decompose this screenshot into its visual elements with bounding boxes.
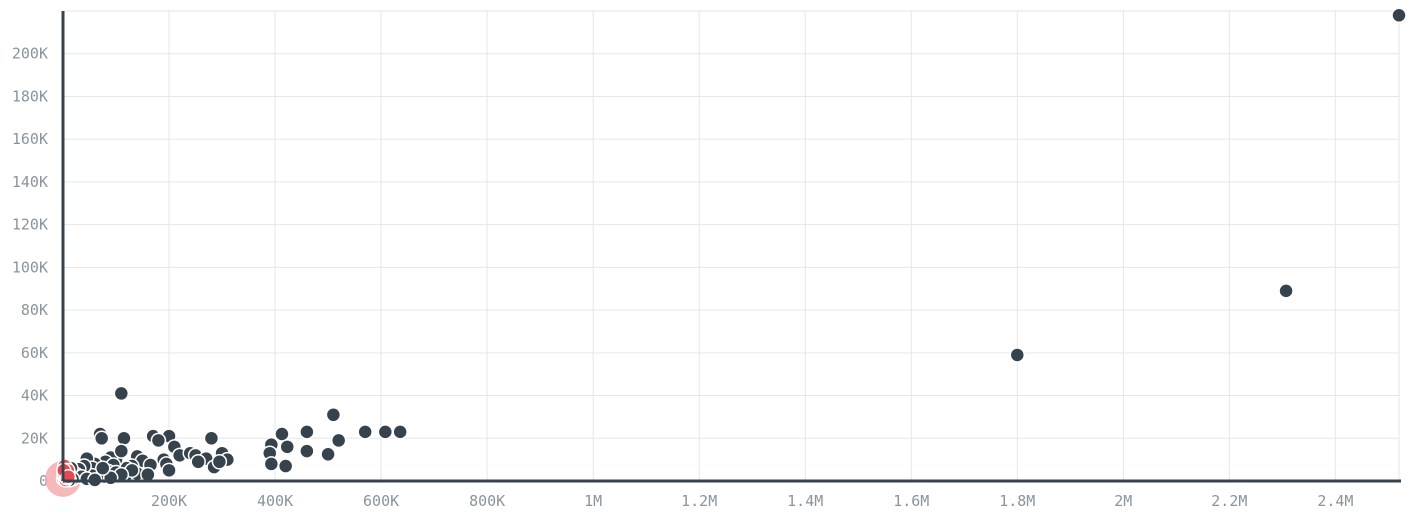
data-point[interactable] [211,454,228,470]
x-tick-label: 200K [151,492,187,510]
x-tick-label: 2.4M [1317,492,1353,510]
data-point[interactable] [1278,283,1294,299]
x-tick-label: 1.2M [681,492,717,510]
y-tick-label: 120K [12,216,48,234]
x-tick-label: 2.2M [1211,492,1247,510]
data-point[interactable] [277,458,294,474]
y-tick-label: 180K [12,87,48,105]
y-tick-label: 60K [21,344,48,362]
data-point[interactable] [1009,347,1026,363]
data-point[interactable] [95,460,111,476]
y-tick-label: 100K [12,258,48,276]
x-tick-label: 1.4M [787,492,823,510]
y-tick-label: 40K [21,387,48,405]
data-point[interactable] [113,385,130,402]
x-tick-label: 2M [1114,492,1132,510]
data-point[interactable] [274,426,290,442]
x-axis-ticks: 200K 400K 600K 800K 1M 1.2M 1.4M 1.6M 1.8M 2M 2.2M… [151,492,1353,510]
data-point[interactable] [299,424,315,440]
x-tick-label: 400K [257,492,293,510]
x-tick-label: 1M [584,492,602,510]
y-tick-label: 80K [21,301,48,319]
y-axis-ticks: 0 20K 40K 60K 80K 100K 120K 140K 160K 180K 200K [12,45,48,490]
data-points [55,7,1407,488]
x-tick-label: 600K [363,492,399,510]
data-point[interactable] [357,424,373,440]
data-point[interactable] [392,424,408,440]
y-tick-label: 140K [12,173,48,191]
data-point[interactable] [203,430,220,447]
x-tick-label: 1.8M [999,492,1035,510]
y-tick-label: 200K [12,45,48,63]
data-point[interactable] [161,462,177,479]
data-point[interactable] [116,430,132,447]
data-point[interactable] [150,432,167,449]
data-point[interactable] [299,443,315,459]
data-point[interactable] [330,432,347,449]
data-point[interactable] [1391,7,1407,24]
grid-layer [63,10,1400,481]
data-point[interactable] [377,424,394,440]
x-tick-label: 1.6M [893,492,929,510]
y-tick-label: 160K [12,130,48,148]
data-point[interactable] [113,443,130,459]
x-tick-label: 800K [469,492,505,510]
y-tick-label: 20K [21,429,48,447]
axes [61,11,1401,483]
y-tick-label: 0 [39,472,48,490]
data-point[interactable] [325,407,342,423]
data-point[interactable] [190,454,206,470]
data-point[interactable] [263,456,280,472]
data-point[interactable] [140,466,156,483]
data-point[interactable] [93,430,110,447]
data-point[interactable] [279,439,296,455]
data-point[interactable] [320,446,336,463]
